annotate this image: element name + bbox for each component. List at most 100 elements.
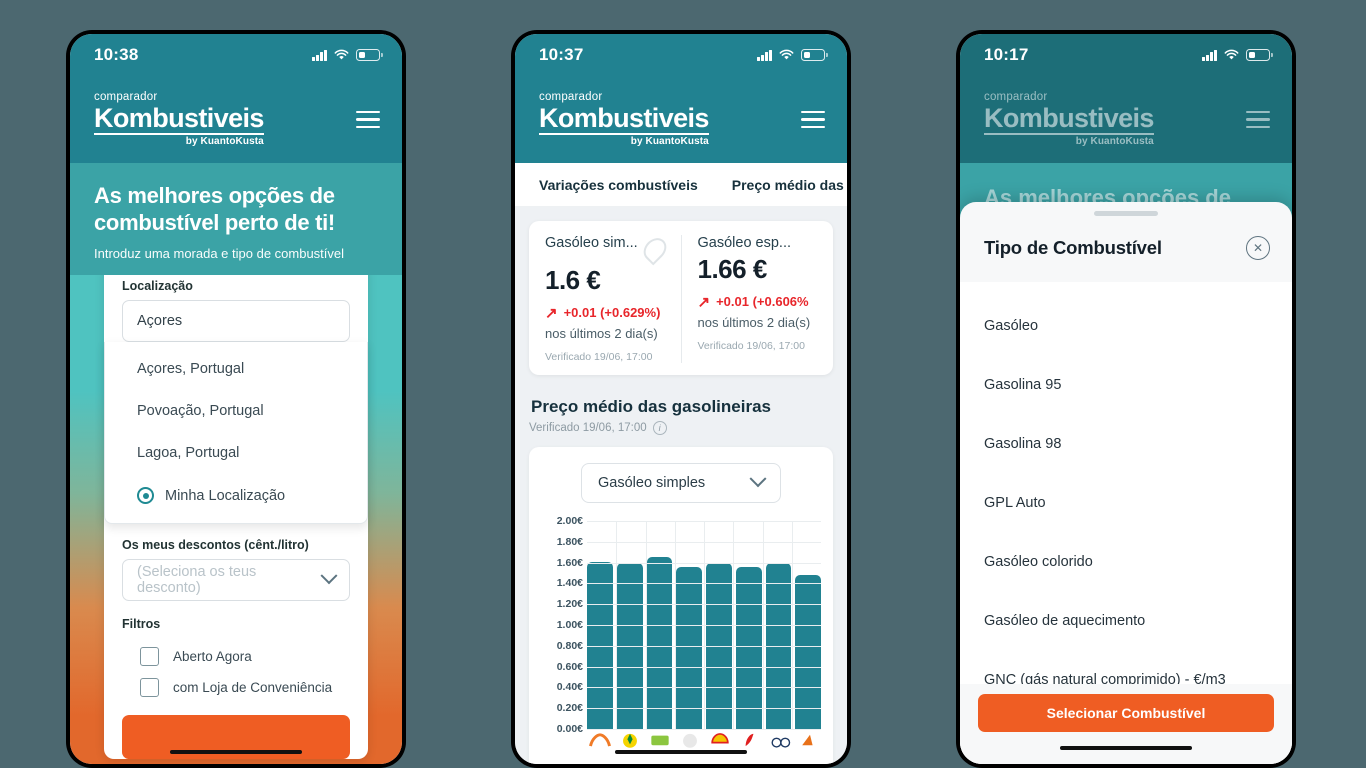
discount-select[interactable]: (Seleciona os teus desconto) [122, 559, 350, 601]
chart-section-subtitle: Verificado 19/06, 17:00 i [529, 421, 833, 435]
tab-preco-medio[interactable]: Preço médio das gas [731, 177, 847, 193]
fuel-option-item[interactable]: Gasóleo de aquecimento [984, 612, 1146, 629]
app-logo[interactable]: comparador Kombustiveis by KuantoKusta [984, 92, 1154, 147]
chart-bar[interactable] [795, 575, 821, 729]
battery-icon [801, 49, 828, 61]
chart-bar[interactable] [587, 561, 613, 729]
chart-bar[interactable] [735, 567, 762, 729]
tab-variacoes-combustiveis[interactable]: Variações combustíveis [539, 177, 698, 193]
price-period: nos últimos 2 dia(s) [697, 315, 811, 330]
brand-logo-prio [647, 730, 673, 750]
chart-y-tick-label: 1.60€ [556, 556, 583, 569]
my-location-label: Minha Localização [165, 487, 286, 504]
app-logo[interactable]: comparador Kombustiveis by KuantoKusta [94, 92, 264, 147]
phone-3-frame: 10:17 comparador Kombustiveis by KuantoK… [956, 30, 1296, 768]
sheet-title: Tipo de Combustível [984, 237, 1162, 258]
chart-y-axis: 0.00€ 0.20€ 0.40€ 0.60€ 0.80€ 1.00€ 1.20€ 1.40€… [541, 515, 585, 735]
status-bar: 10:17 [960, 34, 1292, 76]
cellular-signal-icon [757, 49, 772, 61]
hamburger-menu-icon[interactable] [356, 110, 380, 129]
price-delta: ↗ +0.01 (+0.629%) [545, 305, 665, 322]
price-column-gasoleo-especial[interactable]: Gasóleo esp... 1.66 € ↗ +0.01 (+0.606% n… [680, 235, 834, 363]
battery-icon [1246, 49, 1273, 61]
status-icons [1202, 49, 1273, 61]
close-circle-icon[interactable]: ✕ [1246, 236, 1270, 260]
list-item[interactable]: Povoação, Portugal [137, 403, 264, 419]
location-input[interactable]: Açores [122, 300, 350, 342]
list-item[interactable]: Açores, Portugal [137, 361, 245, 377]
phone-3-screen: 10:17 comparador Kombustiveis by KuantoK… [960, 34, 1292, 764]
chart-vertical-gridline [762, 521, 764, 729]
location-suggestions-list: Açores, Portugal Povoação, Portugal Lago… [104, 342, 368, 524]
chart-verified-text: Verificado 19/06, 17:00 [529, 422, 647, 434]
chart-bar[interactable] [676, 567, 702, 729]
logo-main-text: Kombustiveis [94, 102, 264, 135]
chart-y-tick-label: 1.40€ [556, 577, 583, 590]
logo-small-text: comparador [539, 91, 603, 104]
brand-logo-cepsa [737, 730, 763, 750]
logo-small-text: comparador [984, 91, 1048, 104]
filter-convenience-store[interactable]: com Loja de Conveniência [122, 672, 350, 703]
logo-byline: by KuantoKusta [1075, 135, 1154, 147]
info-icon[interactable]: i [652, 421, 667, 435]
fuel-option-item[interactable]: Gasóleo colorido [984, 553, 1093, 570]
chart-gridline [587, 729, 821, 730]
phone-2-frame: 10:37 comparador Kombustiveis by KuantoK… [511, 30, 851, 768]
fuel-option-item[interactable]: Gasolina 95 [984, 376, 1062, 393]
status-clock: 10:37 [539, 45, 584, 64]
filter-open-now[interactable]: Aberto Agora [122, 641, 350, 672]
hamburger-menu-icon[interactable] [801, 110, 825, 129]
price-header: Gasóleo esp... [698, 235, 818, 251]
select-fuel-button[interactable]: Selecionar Combustível [978, 693, 1274, 732]
hero-title: As melhores opções de combustível perto … [94, 183, 335, 235]
home-indicator [615, 749, 747, 754]
app-logo[interactable]: comparador Kombustiveis by KuantoKusta [539, 92, 709, 147]
price-column-gasoleo-simples[interactable]: Gasóleo sim... 1.6 € ↗ +0.01 (+0.629%) n… [529, 233, 681, 363]
app-header: comparador Kombustiveis by KuantoKusta [515, 76, 847, 163]
phone-2-screen: 10:37 comparador Kombustiveis by KuantoK… [515, 34, 847, 764]
status-icons [757, 49, 828, 61]
fuel-option-item[interactable]: Gasóleo [984, 317, 1039, 334]
fuel-drop-icon [638, 233, 671, 266]
chart-y-tick-label: 0.40€ [556, 681, 583, 694]
chart-y-tick-label: 1.00€ [556, 619, 583, 631]
phone-1-screen: 10:38 comparador Kombustiveis by KuantoK… [70, 34, 402, 764]
list-item[interactable]: Lagoa, Portugal [137, 445, 240, 461]
chart-bar[interactable] [646, 557, 673, 729]
fuel-option-item[interactable]: GPL Auto [984, 494, 1046, 511]
chart-vertical-gridline [616, 521, 618, 729]
hamburger-menu-icon[interactable] [1246, 110, 1270, 129]
status-bar: 10:38 [70, 34, 402, 76]
fuel-name: Gasóleo esp... [697, 235, 792, 251]
sheet-header: Tipo de Combustível ✕ [960, 216, 1292, 282]
logo-byline: by KuantoKusta [185, 135, 264, 147]
fuel-name: Gasóleo sim... [545, 235, 638, 251]
hero-subtitle: Introduz uma morada e tipo de combustíve… [94, 245, 345, 261]
fuel-option-item[interactable]: Gasolina 98 [984, 435, 1062, 452]
price-delta: ↗ +0.01 (+0.606% [698, 294, 818, 310]
checkbox-open-now[interactable] [140, 647, 159, 666]
chart-section-title: Preço médio das gasolineiras [531, 397, 771, 416]
logo-byline: by KuantoKusta [630, 135, 709, 147]
status-bar: 10:37 [515, 34, 847, 76]
logo-small-text: comparador [94, 91, 158, 104]
chart-y-tick-label: 0.60€ [556, 660, 583, 673]
location-pin-icon [137, 487, 154, 504]
chart-vertical-gridline [791, 521, 793, 729]
sheet-grabber[interactable] [1094, 211, 1158, 216]
checkbox-convenience-store[interactable] [140, 678, 159, 697]
price-verified: Verificado 19/06, 17:00 [697, 340, 805, 352]
spacer [122, 524, 350, 538]
fuel-type-select[interactable]: Gasóleo simples [581, 463, 781, 503]
arrow-up-right-icon: ↗ [545, 305, 558, 322]
battery-icon [356, 49, 383, 61]
fuel-type-bottom-sheet: Tipo de Combustível ✕ Gasóleo Gasolina 95… [960, 202, 1292, 764]
status-clock: 10:17 [984, 45, 1029, 64]
my-location-item[interactable]: Minha Localização [105, 474, 367, 517]
brand-logo-galp [677, 730, 703, 750]
cellular-signal-icon [1202, 49, 1217, 61]
chart-x-axis-brand-logos [587, 729, 821, 751]
location-label: Localização [122, 279, 193, 293]
filter-label: com Loja de Conveniência [173, 680, 333, 695]
